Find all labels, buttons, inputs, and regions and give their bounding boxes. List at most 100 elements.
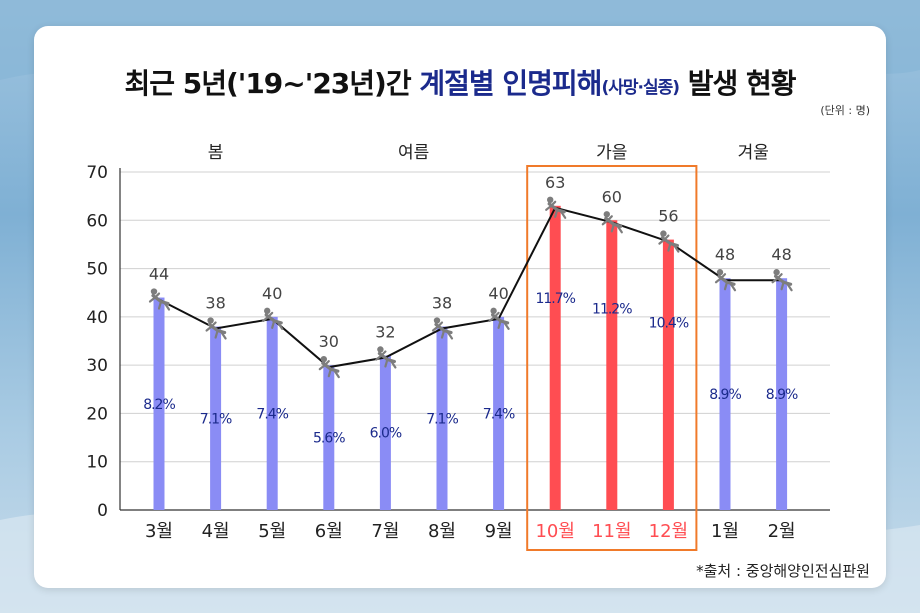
- icon-part: [723, 281, 737, 292]
- bar: [153, 297, 165, 510]
- value-label: 60: [602, 187, 622, 206]
- bar: [379, 355, 391, 510]
- y-tick-label: 0: [97, 501, 108, 521]
- y-tick-label: 10: [86, 453, 108, 473]
- icon-part: [660, 230, 667, 237]
- season-label: 겨울: [738, 143, 769, 163]
- percent-label: 7.1%: [200, 411, 232, 427]
- value-label: 44: [149, 265, 169, 284]
- y-tick-label: 40: [86, 308, 108, 328]
- x-tick-label: 10월: [535, 521, 574, 542]
- percent-label: 8.9%: [709, 387, 741, 403]
- icon-part: [667, 242, 680, 253]
- drowning-person-icon: [262, 307, 284, 330]
- percent-label: 5.6%: [313, 431, 345, 447]
- x-tick-label: 2월: [768, 521, 796, 542]
- percent-label: 8.9%: [766, 387, 798, 403]
- icon-part: [497, 319, 510, 330]
- icon-part: [440, 329, 454, 340]
- icon-part: [214, 329, 227, 340]
- drowning-person-icon: [318, 355, 340, 379]
- value-label: 48: [715, 245, 735, 264]
- bar: [549, 205, 561, 511]
- percent-label: 10.4%: [649, 315, 689, 331]
- icon-part: [271, 319, 284, 330]
- x-tick-label: 3월: [145, 521, 173, 542]
- percent-label: 7.1%: [426, 411, 458, 427]
- drowning-person-icon: [488, 307, 510, 330]
- drowning-person-icon: [545, 196, 567, 219]
- bar: [606, 220, 618, 511]
- y-tick-label: 70: [86, 163, 108, 183]
- x-tick-label: 6월: [315, 521, 343, 542]
- title-part-1: 최근 5년('19~'23년)간: [124, 67, 420, 100]
- title-part-3: (사망·실종): [601, 78, 680, 98]
- value-label: 48: [771, 245, 791, 264]
- trend-line: [158, 206, 782, 369]
- season-label: 여름: [398, 143, 429, 163]
- value-label: 56: [658, 207, 678, 226]
- icon-part: [771, 273, 783, 284]
- x-tick-label: 12월: [649, 521, 688, 542]
- icon-part: [603, 211, 610, 218]
- icon-part: [601, 215, 613, 226]
- bar: [323, 365, 335, 510]
- drowning-person-icon: [205, 317, 227, 340]
- icon-part: [547, 196, 554, 203]
- icon-part: [431, 321, 444, 332]
- x-tick-label: 5월: [258, 521, 286, 542]
- icon-part: [780, 281, 793, 292]
- drowning-person-icon: [601, 211, 623, 234]
- drowning-person-icon: [771, 269, 793, 292]
- x-tick-label: 9월: [485, 521, 513, 542]
- value-label: 32: [375, 322, 395, 341]
- x-tick-label: 7월: [371, 521, 399, 542]
- icon-part: [262, 311, 274, 322]
- icon-part: [205, 321, 217, 332]
- x-tick-label: 11월: [592, 521, 631, 542]
- icon-part: [490, 307, 497, 315]
- bar: [436, 326, 448, 510]
- icon-part: [148, 292, 161, 303]
- title-part-2: 계절별 인명피해: [419, 67, 602, 100]
- y-tick-label: 60: [86, 211, 108, 231]
- percent-label: 8.2%: [143, 397, 175, 413]
- icon-part: [207, 317, 214, 324]
- drowning-person-icon: [658, 230, 680, 253]
- icon-part: [554, 208, 567, 219]
- value-label: 63: [545, 173, 565, 192]
- value-label: 38: [432, 294, 452, 313]
- icon-part: [658, 234, 670, 245]
- season-label: 봄: [208, 143, 224, 163]
- season-label: 가을: [596, 143, 627, 163]
- icon-part: [773, 269, 780, 276]
- icon-part: [320, 355, 327, 363]
- icon-part: [327, 368, 340, 379]
- x-tick-label: 4월: [202, 521, 230, 542]
- title-part-4: 발생 현황: [679, 67, 797, 100]
- y-tick-label: 50: [86, 260, 108, 280]
- value-label: 38: [205, 294, 225, 313]
- bar: [719, 278, 731, 510]
- source-note: *출처 : 중앙해양인전심판원: [696, 562, 870, 580]
- y-tick-label: 20: [86, 404, 108, 424]
- drowning-person-icon: [375, 346, 397, 369]
- y-tick-label: 30: [86, 356, 108, 376]
- icon-part: [545, 200, 557, 211]
- bar: [776, 278, 788, 510]
- percent-label: 6.0%: [370, 426, 402, 442]
- icon-part: [714, 273, 727, 284]
- icon-part: [384, 358, 397, 369]
- x-tick-label: 8월: [428, 521, 456, 542]
- unit-label: (단위 : 명): [820, 104, 870, 117]
- bar: [266, 316, 278, 510]
- value-label: 40: [262, 284, 282, 303]
- icon-part: [150, 288, 158, 295]
- x-tick-label: 1월: [711, 521, 739, 542]
- icon-part: [488, 311, 500, 322]
- icon-part: [716, 269, 724, 276]
- icon-part: [377, 346, 384, 353]
- icon-part: [433, 317, 441, 324]
- drowning-person-icon: [431, 317, 454, 340]
